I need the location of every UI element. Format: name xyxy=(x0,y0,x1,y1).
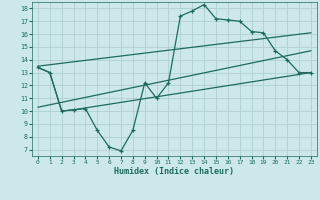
X-axis label: Humidex (Indice chaleur): Humidex (Indice chaleur) xyxy=(115,167,234,176)
